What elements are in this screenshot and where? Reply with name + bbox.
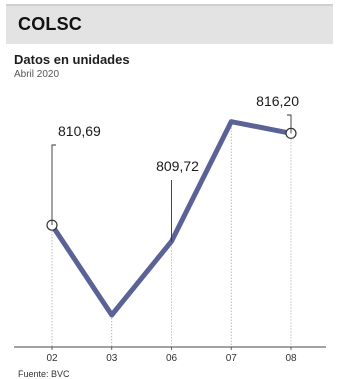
x-tick-label: 07 (226, 353, 238, 364)
x-tick-label: 02 (46, 353, 58, 364)
data-label: 809,72 (156, 158, 199, 174)
annotation-leader (51, 144, 56, 226)
chart-subtitle: Datos en unidades (14, 52, 130, 67)
data-label: 810,69 (58, 123, 101, 139)
header-bar: COLSC (6, 4, 333, 44)
annotation-leader (287, 114, 292, 134)
x-tick-label: 06 (166, 353, 178, 364)
chart-date: Abril 2020 (14, 69, 60, 80)
data-label: 816,20 (256, 93, 299, 109)
chart-title: COLSC (18, 14, 82, 34)
chart-source: Fuente: BVC (18, 369, 70, 379)
x-tick-label: 03 (106, 353, 118, 364)
x-tick-label: 08 (285, 353, 297, 364)
